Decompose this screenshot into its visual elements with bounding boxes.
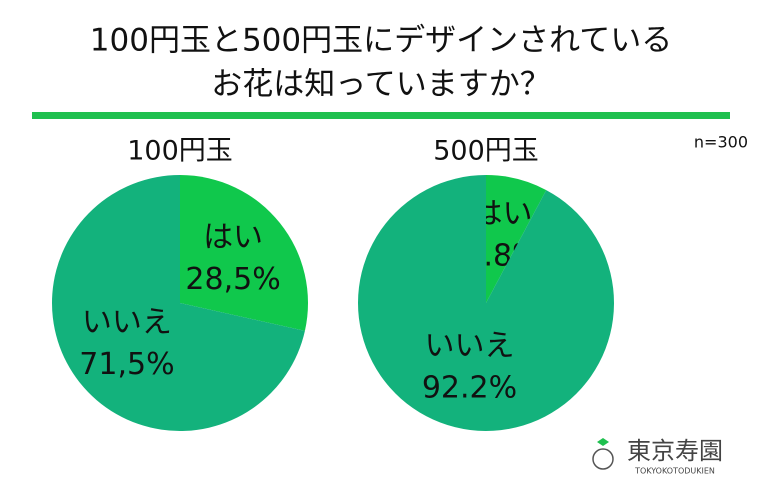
slice-label: 28,5% — [185, 262, 280, 297]
title-rule — [32, 112, 730, 119]
pie-title: 100円玉 — [127, 136, 233, 167]
pie-slice — [486, 175, 547, 303]
logo-name: 東京寿園 — [627, 437, 723, 465]
slice-category: いいえ — [82, 305, 172, 340]
logo-romaji: TOKYOKOTODUKIEN — [634, 467, 715, 476]
logo: 東京寿園 TOKYOKOTODUKIEN — [592, 437, 723, 476]
logo-leaf — [597, 438, 609, 446]
pie-slice — [52, 175, 305, 432]
logo-icon — [592, 448, 614, 470]
pie-slice — [180, 175, 309, 331]
pie-slice — [358, 175, 614, 431]
slice-category: はい — [203, 220, 263, 255]
title-line: 100円玉と500円玉にデザインされている — [90, 23, 672, 59]
slice-label: 71,5% — [79, 347, 174, 382]
sample-note: n=300 — [694, 133, 748, 152]
pie-title: 500円玉 — [433, 136, 539, 167]
slice-category: いいえ — [425, 328, 515, 363]
title-line: お花は知っていますか？ — [211, 67, 550, 103]
slice-label: 92.2% — [422, 370, 517, 405]
